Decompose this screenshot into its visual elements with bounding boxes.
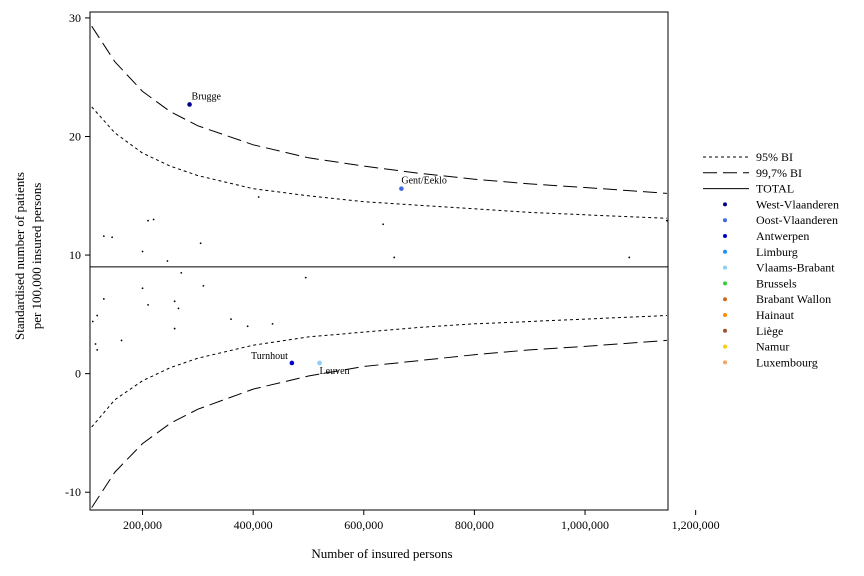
data-point xyxy=(96,314,99,317)
bound-99-7-lower xyxy=(91,339,667,508)
data-point xyxy=(147,303,149,306)
legend-marker xyxy=(723,328,727,333)
data-point xyxy=(180,271,183,274)
y-tick-label: 10 xyxy=(69,248,81,262)
data-point xyxy=(665,219,668,222)
data-point xyxy=(230,318,232,320)
legend-label: Brabant Wallon xyxy=(756,292,831,306)
x-tick-label: 1,200,000 xyxy=(672,518,720,532)
data-point xyxy=(96,349,99,351)
data-point xyxy=(141,287,144,290)
legend-label: 95% BI xyxy=(756,150,793,164)
data-point xyxy=(102,298,105,300)
x-axis-title: Number of insured persons xyxy=(311,546,452,561)
legend-marker xyxy=(723,202,727,207)
legend-label: Vlaams-Brabant xyxy=(756,261,835,275)
legend-marker xyxy=(723,218,727,223)
x-tick-label: 800,000 xyxy=(455,518,494,532)
data-point xyxy=(246,325,249,328)
y-tick-label: 20 xyxy=(69,130,81,144)
highlighted-point xyxy=(399,186,404,191)
data-point xyxy=(304,276,307,279)
legend-marker xyxy=(723,249,727,254)
legend-marker xyxy=(723,234,727,238)
bound-95-lower xyxy=(91,315,667,428)
legend-label: Namur xyxy=(756,340,789,354)
legend-marker xyxy=(723,297,727,302)
legend-label: Limburg xyxy=(756,245,798,259)
legend-marker xyxy=(723,313,727,317)
data-point xyxy=(393,256,396,259)
legend-marker xyxy=(723,344,727,349)
y-tick-label: 30 xyxy=(69,11,81,25)
legend-label: Hainaut xyxy=(756,308,795,322)
legend-marker xyxy=(723,281,727,286)
plot-frame xyxy=(89,11,669,511)
data-point xyxy=(628,256,631,259)
point-label: Gent/Eeklo xyxy=(401,176,447,187)
data-point xyxy=(147,219,149,222)
data-point xyxy=(271,322,274,325)
bound-99-7-upper xyxy=(91,25,667,194)
point-label: Leuven xyxy=(320,366,350,377)
legend-label: TOTAL xyxy=(756,182,794,196)
legend-label: West-Vlaanderen xyxy=(756,197,839,211)
point-labels: Brugge Gent/Eeklo Turnhout Leuven xyxy=(192,91,447,376)
data-point xyxy=(166,260,169,262)
legend-label: Luxembourg xyxy=(756,355,818,369)
legend-label: Brussels xyxy=(756,276,797,290)
legend-marker xyxy=(723,360,727,365)
x-tick-label: 600,000 xyxy=(344,518,383,532)
x-tick-label: 200,000 xyxy=(123,518,162,532)
highlighted-point xyxy=(289,360,295,366)
y-tick-label: 0 xyxy=(75,367,81,381)
data-point xyxy=(120,339,123,342)
data-points xyxy=(91,102,668,366)
data-point xyxy=(257,196,260,198)
legend-label: Oost-Vlaanderen xyxy=(756,213,838,227)
data-point xyxy=(382,223,385,226)
data-point xyxy=(94,343,97,345)
data-point xyxy=(111,236,114,239)
y-tick-label: -10 xyxy=(65,485,81,499)
legend-label: Liège xyxy=(756,324,783,338)
data-point xyxy=(141,250,144,253)
x-axis: 200,000 400,000 600,000 800,000 1,000,000 1,2… xyxy=(123,510,720,532)
highlighted-point xyxy=(317,360,322,366)
point-label: Brugge xyxy=(192,91,222,102)
legend-marker xyxy=(723,265,727,270)
data-point xyxy=(173,327,176,330)
data-point xyxy=(177,307,180,310)
y-axis: -10 0 10 20 30 xyxy=(65,11,90,499)
y-axis-title-line-2: per 100,000 insured persons xyxy=(29,183,44,330)
x-tick-label: 1,000,000 xyxy=(561,518,609,532)
x-tick-label: 400,000 xyxy=(234,518,273,532)
point-label: Turnhout xyxy=(251,351,288,362)
data-point xyxy=(202,285,205,287)
data-point xyxy=(173,300,176,303)
legend-label: 99,7% BI xyxy=(756,166,802,180)
y-axis-title-line-1: Standardised number of patients xyxy=(12,172,27,340)
confidence-bounds xyxy=(91,25,667,508)
data-point xyxy=(102,235,105,238)
data-point xyxy=(91,320,94,323)
legend-label: Antwerpen xyxy=(756,229,809,243)
highlighted-point xyxy=(187,102,192,107)
bound-95-upper xyxy=(91,106,667,219)
data-point xyxy=(152,218,155,221)
data-point xyxy=(199,242,202,245)
